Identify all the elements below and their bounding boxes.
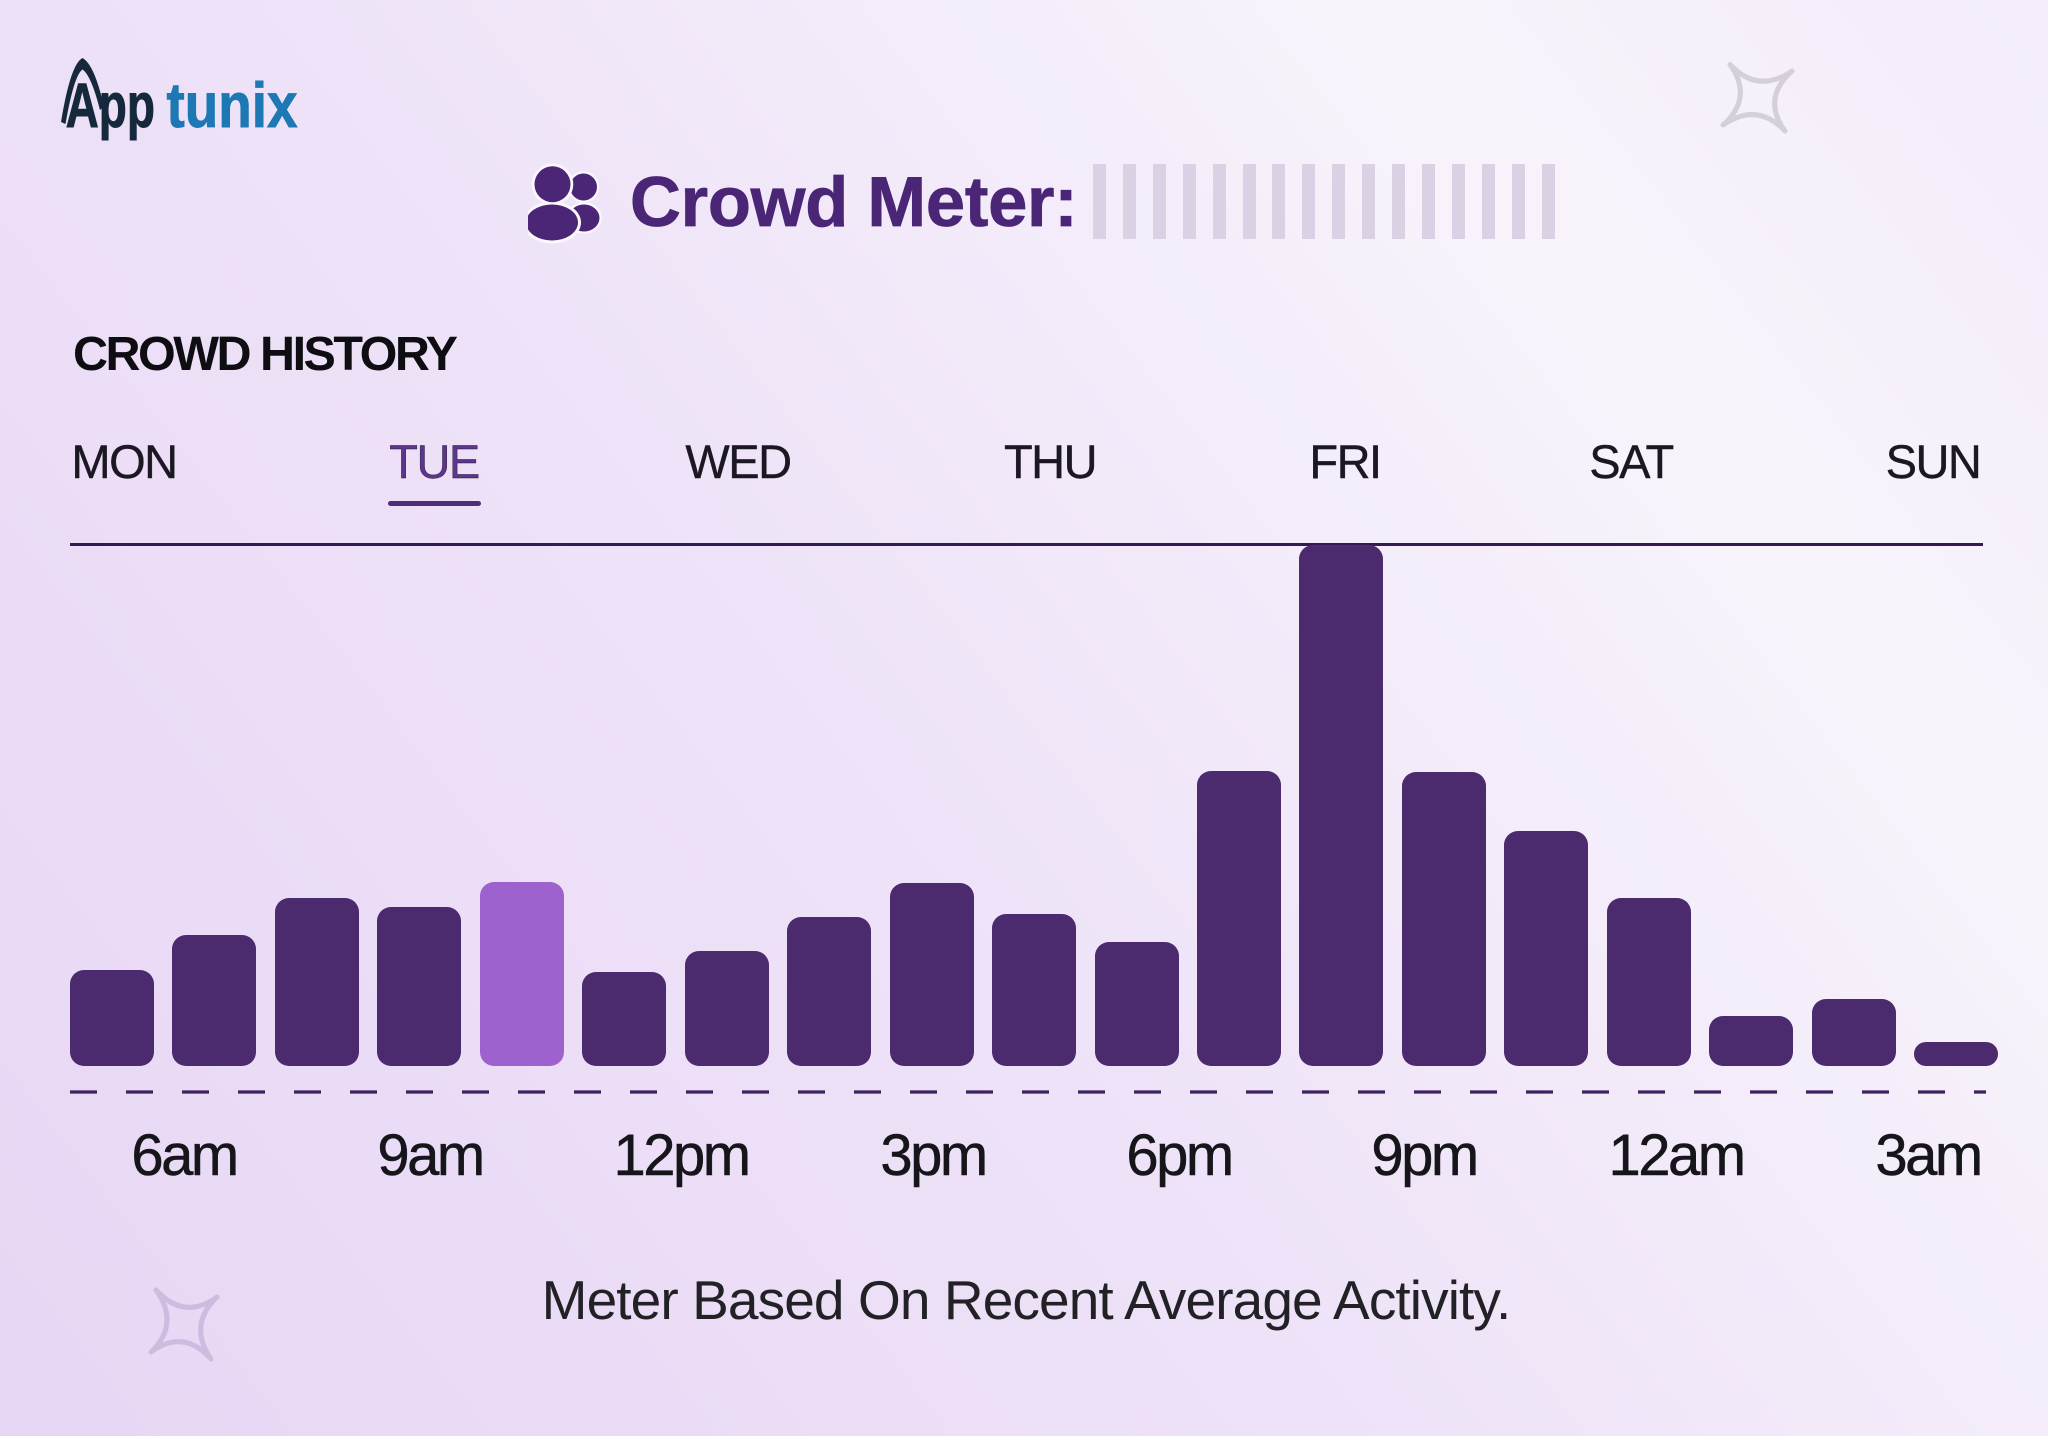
svg-text:App: App <box>66 71 155 141</box>
svg-text:tunix: tunix <box>167 71 298 141</box>
